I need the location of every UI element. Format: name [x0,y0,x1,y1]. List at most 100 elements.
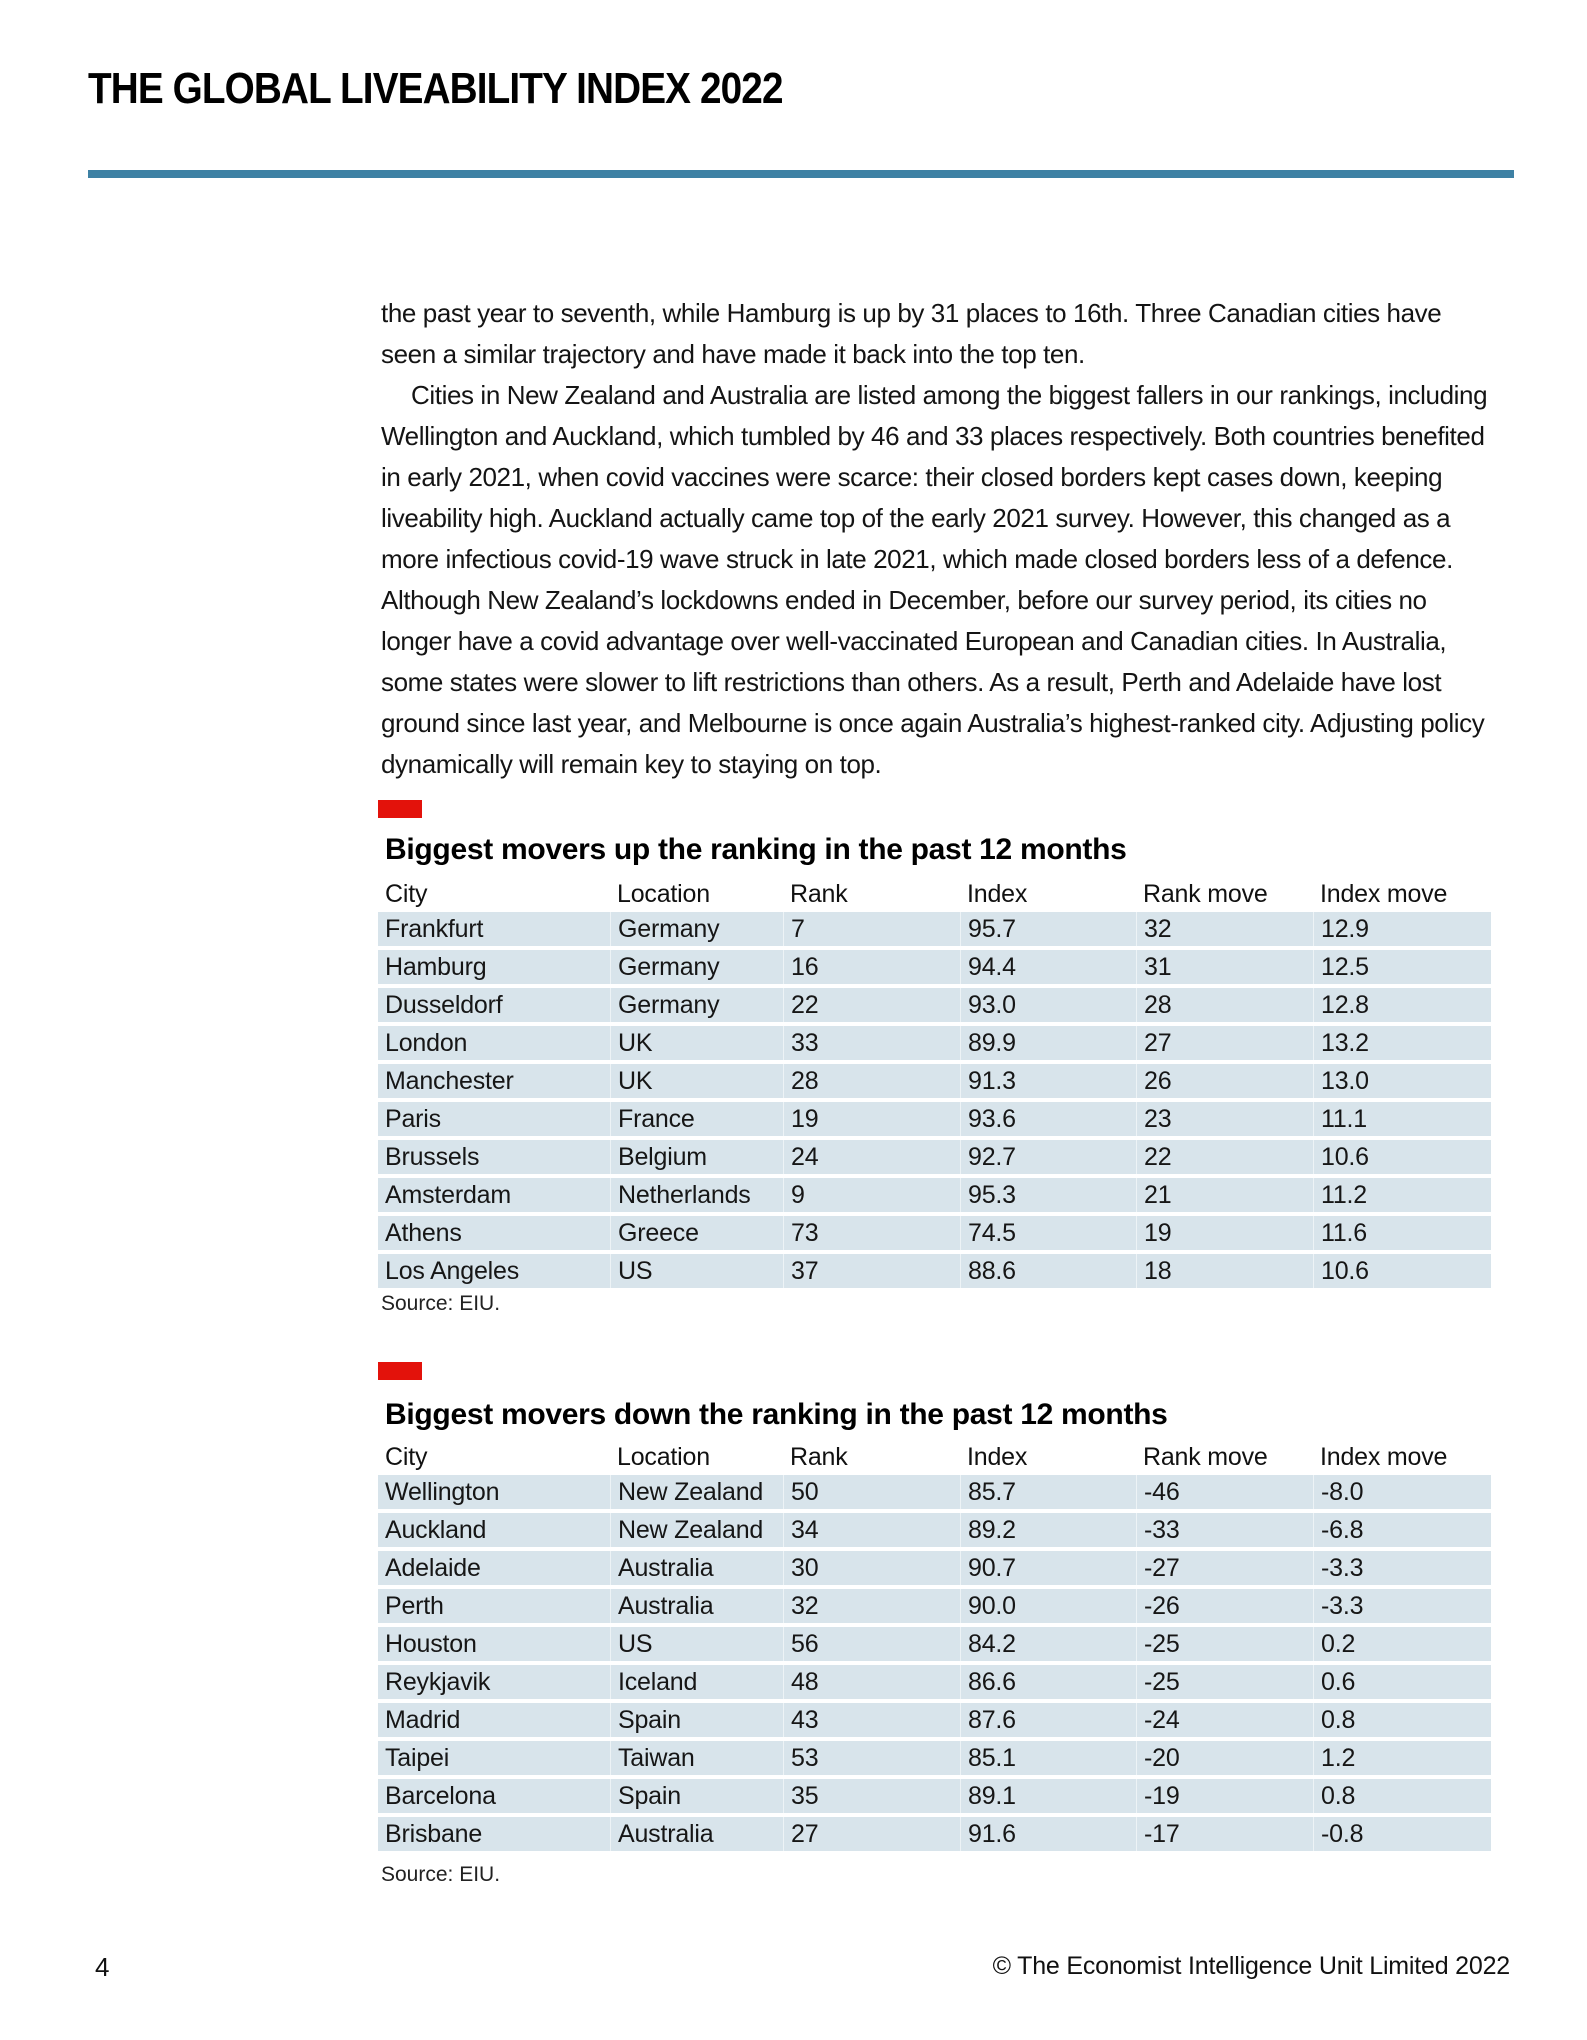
cell-city: Frankfurt [378,912,610,946]
cell-index: 92.7 [960,1140,1136,1174]
cell-index-move: -3.3 [1313,1551,1491,1585]
cell-location: Iceland [610,1665,783,1699]
cell-city: Athens [378,1216,610,1250]
column-header-city: City [385,880,428,908]
table-row: Wellington New Zealand 50 85.7 -46 -8.0 [378,1475,1491,1509]
cell-location: Germany [610,950,783,984]
cell-index-move: 0.8 [1313,1703,1491,1737]
column-header-rank-move: Rank move [1143,1443,1268,1471]
cell-index-move: 11.6 [1313,1216,1491,1250]
table-row: London UK 33 89.9 27 13.2 [378,1026,1491,1060]
column-header-rank-move: Rank move [1143,880,1268,908]
cell-rank-move: -24 [1136,1703,1313,1737]
cell-index: 89.9 [960,1026,1136,1060]
cell-index: 88.6 [960,1254,1136,1288]
source-note: Source: EIU. [381,1863,501,1886]
cell-rank: 22 [783,988,960,1022]
cell-location: Germany [610,912,783,946]
page-number: 4 [95,1952,110,1982]
cell-rank: 50 [783,1475,960,1509]
cell-index-move: 0.2 [1313,1627,1491,1661]
cell-city: Los Angeles [378,1254,610,1288]
cell-rank: 24 [783,1140,960,1174]
cell-rank-move: 28 [1136,988,1313,1022]
table-row: Paris France 19 93.6 23 11.1 [378,1102,1491,1136]
cell-location: Spain [610,1703,783,1737]
cell-index-move: -0.8 [1313,1817,1491,1851]
cell-index-move: -3.3 [1313,1589,1491,1623]
cell-index: 87.6 [960,1703,1136,1737]
table-body: Frankfurt Germany 7 95.7 32 12.9 Hamburg Germa… [378,912,1491,1288]
cell-index: 95.3 [960,1178,1136,1212]
cell-city: Paris [378,1102,610,1136]
cell-location: New Zealand [610,1513,783,1547]
table-row: Adelaide Australia 30 90.7 -27 -3.3 [378,1551,1491,1585]
cell-index-move: 0.8 [1313,1779,1491,1813]
cell-index-move: 12.9 [1313,912,1491,946]
cell-city: Houston [378,1627,610,1661]
cell-city: Perth [378,1589,610,1623]
cell-index-move: 10.6 [1313,1140,1491,1174]
cell-location: Australia [610,1817,783,1851]
column-header-location: Location [617,880,710,908]
body-paragraph: the past year to seventh, while Hamburg … [381,298,1442,369]
column-header-rank: Rank [790,880,848,908]
cell-index: 90.7 [960,1551,1136,1585]
cell-index: 93.0 [960,988,1136,1022]
cell-location: UK [610,1026,783,1060]
cell-index: 94.4 [960,950,1136,984]
cell-rank-move: 31 [1136,950,1313,984]
cell-location: Greece [610,1216,783,1250]
cell-index: 85.7 [960,1475,1136,1509]
column-header-rank: Rank [790,1443,848,1471]
cell-rank-move: 19 [1136,1216,1313,1250]
cell-city: Reykjavik [378,1665,610,1699]
section-marker [378,800,422,818]
cell-rank: 73 [783,1216,960,1250]
cell-index-move: 11.2 [1313,1178,1491,1212]
table-row: Madrid Spain 43 87.6 -24 0.8 [378,1703,1491,1737]
cell-rank: 53 [783,1741,960,1775]
cell-location: Taiwan [610,1741,783,1775]
cell-rank: 35 [783,1779,960,1813]
copyright-notice: © The Economist Intelligence Unit Limite… [992,1952,1511,1980]
cell-rank: 32 [783,1589,960,1623]
cell-rank-move: 32 [1136,912,1313,946]
cell-rank: 16 [783,950,960,984]
cell-location: US [610,1254,783,1288]
table-row: Perth Australia 32 90.0 -26 -3.3 [378,1589,1491,1623]
cell-rank: 19 [783,1102,960,1136]
cell-location: New Zealand [610,1475,783,1509]
cell-city: Barcelona [378,1779,610,1813]
cell-city: Taipei [378,1741,610,1775]
cell-rank-move: -26 [1136,1589,1313,1623]
cell-index: 95.7 [960,912,1136,946]
cell-index: 90.0 [960,1589,1136,1623]
cell-rank: 37 [783,1254,960,1288]
table-down-title: Biggest movers down the ranking in the p… [385,1398,1168,1431]
section-marker [378,1362,422,1380]
column-header-index: Index [967,1443,1028,1471]
cell-location: US [610,1627,783,1661]
cell-rank-move: -33 [1136,1513,1313,1547]
cell-rank: 33 [783,1026,960,1060]
cell-rank-move: -19 [1136,1779,1313,1813]
cell-rank: 30 [783,1551,960,1585]
cell-index-move: -6.8 [1313,1513,1491,1547]
column-header-index-move: Index move [1320,880,1448,908]
table-row: Athens Greece 73 74.5 19 11.6 [378,1216,1491,1250]
table-row: Brisbane Australia 27 91.6 -17 -0.8 [378,1817,1491,1851]
table-row: Brussels Belgium 24 92.7 22 10.6 [378,1140,1491,1174]
table-row: Reykjavik Iceland 48 86.6 -25 0.6 [378,1665,1491,1699]
cell-index: 84.2 [960,1627,1136,1661]
cell-rank-move: 26 [1136,1064,1313,1098]
cell-index: 89.1 [960,1779,1136,1813]
table-row: Frankfurt Germany 7 95.7 32 12.9 [378,912,1491,946]
cell-city: Brisbane [378,1817,610,1851]
cell-rank: 27 [783,1817,960,1851]
cell-index-move: -8.0 [1313,1475,1491,1509]
cell-index: 74.5 [960,1216,1136,1250]
cell-location: UK [610,1064,783,1098]
table-row: Houston US 56 84.2 -25 0.2 [378,1627,1491,1661]
table-up-title: Biggest movers up the ranking in the pas… [385,833,1127,866]
